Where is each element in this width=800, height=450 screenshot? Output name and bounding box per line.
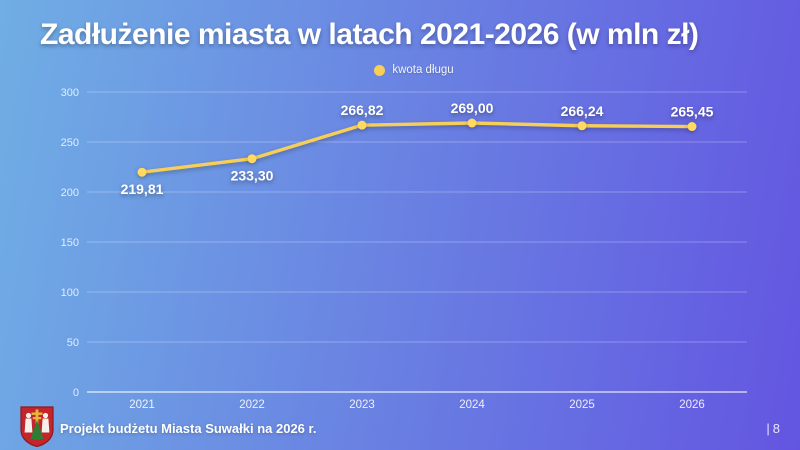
svg-text:2023: 2023 [349, 399, 375, 411]
footer-text: Projekt budżetu Miasta Suwałki na 2026 r… [60, 421, 317, 436]
svg-text:300: 300 [61, 87, 79, 99]
svg-text:2025: 2025 [569, 399, 595, 411]
svg-text:150: 150 [61, 237, 79, 249]
legend-label: kwota długu [392, 64, 454, 76]
chart-legend: kwota długu [14, 64, 800, 76]
svg-text:2026: 2026 [679, 399, 705, 411]
svg-text:233,30: 233,30 [231, 168, 274, 184]
page-number: | 8 [766, 421, 780, 436]
legend-dot-icon [374, 64, 386, 76]
page-number-separator: | [766, 421, 770, 436]
svg-text:266,24: 266,24 [561, 103, 604, 119]
svg-text:2024: 2024 [459, 399, 485, 411]
svg-text:266,82: 266,82 [341, 102, 384, 118]
svg-text:265,45: 265,45 [671, 104, 714, 120]
svg-text:0: 0 [73, 387, 79, 399]
svg-text:50: 50 [67, 337, 79, 349]
page-title: Zadłużenie miasta w latach 2021-2026 (w … [40, 18, 699, 51]
svg-text:2022: 2022 [239, 399, 265, 411]
page-number-value: 8 [772, 421, 780, 436]
suwalki-coat-of-arms-icon [20, 406, 54, 447]
svg-text:269,00: 269,00 [451, 100, 494, 116]
svg-text:100: 100 [61, 287, 79, 299]
svg-text:250: 250 [61, 137, 79, 149]
svg-text:219,81: 219,81 [121, 181, 164, 197]
footer: Projekt budżetu Miasta Suwałki na 2026 r… [0, 404, 800, 450]
svg-text:2021: 2021 [129, 399, 155, 411]
svg-text:200: 200 [61, 187, 79, 199]
